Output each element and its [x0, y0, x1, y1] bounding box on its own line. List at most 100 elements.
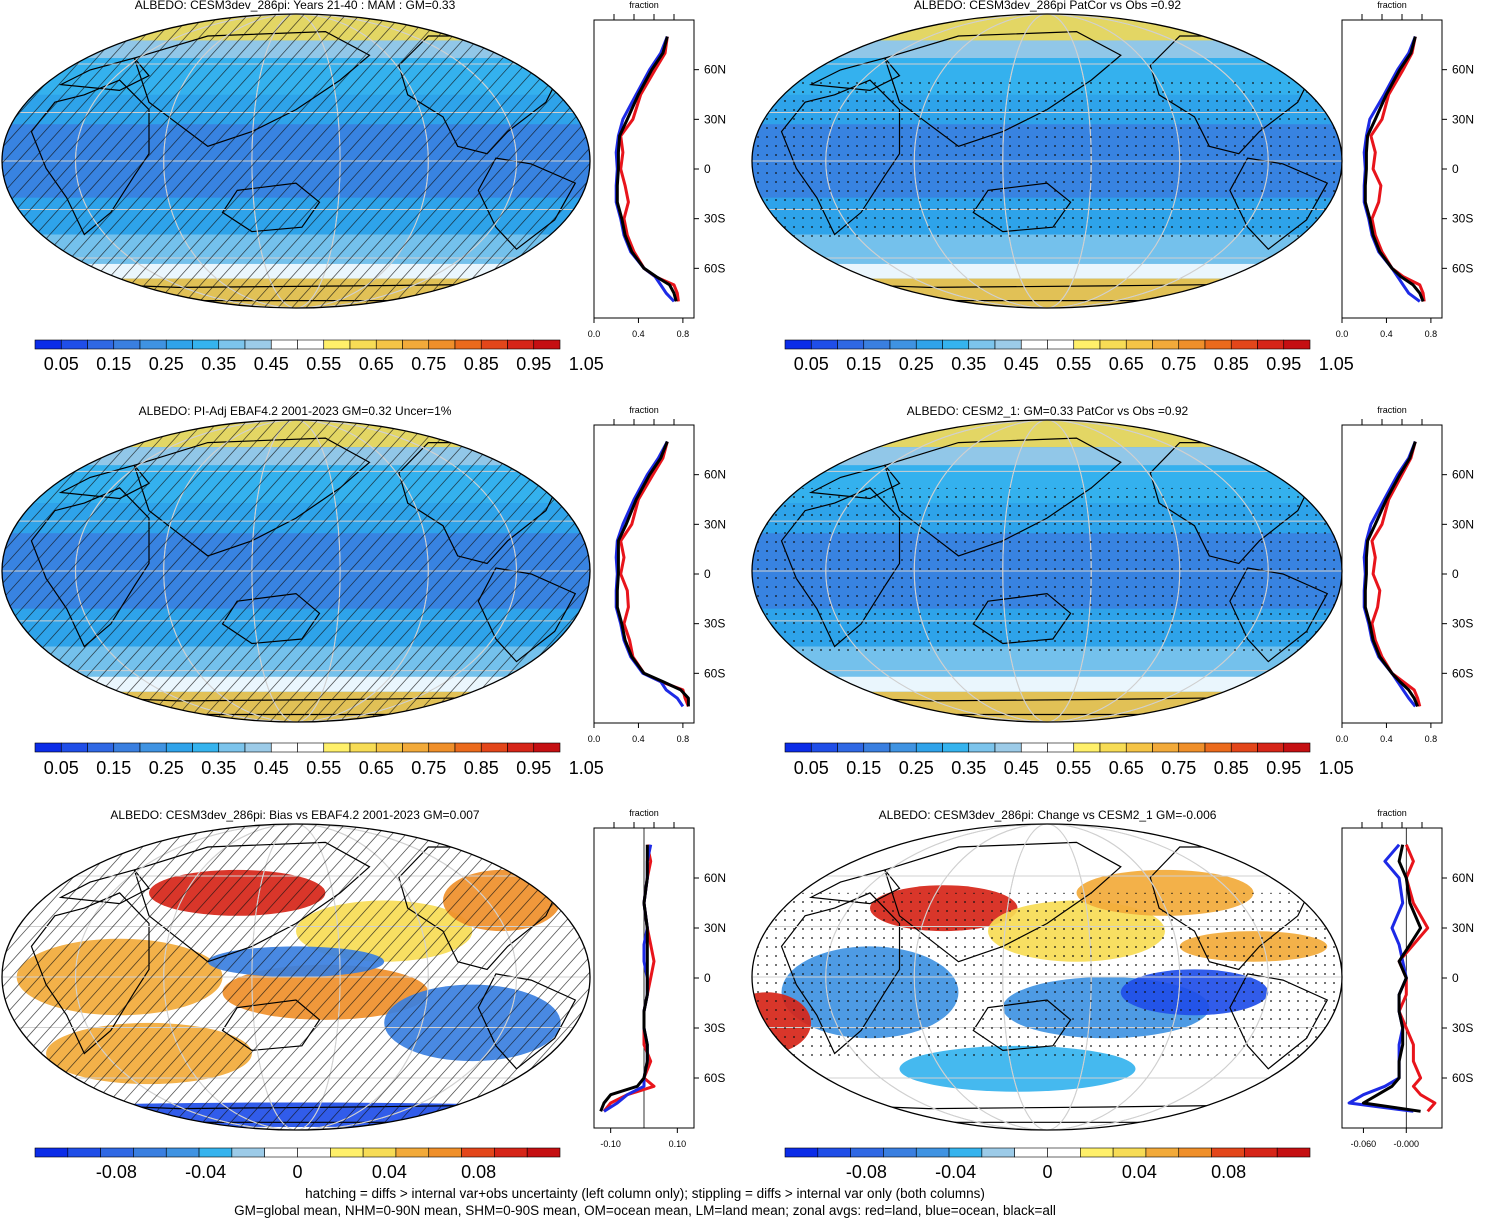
colorbar-box	[507, 339, 535, 350]
zonal-axis-title: fraction	[629, 405, 659, 415]
hatch-line	[99, 420, 376, 722]
lat-label: 60N	[1452, 63, 1474, 77]
hatch-line	[2, 420, 194, 722]
colorbar-box	[87, 339, 115, 350]
longitude-line	[163, 420, 429, 722]
hatch-line	[183, 420, 460, 722]
hatch-line	[141, 420, 418, 722]
colorbar-label: 1.05	[569, 354, 604, 374]
hatch-line	[379, 420, 590, 722]
x-tick-label: -0.10	[600, 1139, 621, 1149]
colorbar-box	[889, 742, 917, 753]
albedo-band	[2, 420, 590, 448]
x-tick-label: 0.8	[1425, 734, 1438, 744]
albedo-band	[752, 676, 1342, 692]
lat-label: 30N	[1452, 921, 1474, 935]
map-title: ALBEDO: CESM3dev_286pi: Change vs CESM2_…	[878, 808, 1217, 822]
coastline-africa	[30, 487, 150, 648]
hatch-line	[191, 14, 461, 308]
map-plot	[751, 13, 1343, 309]
albedo-band	[2, 263, 590, 279]
colorbar-box	[428, 742, 456, 753]
colorbar-box	[994, 339, 1022, 350]
lat-label: 60N	[704, 871, 726, 885]
colorbar-label: 0.85	[464, 354, 499, 374]
colorbar-box	[810, 742, 838, 753]
hatch-line	[375, 824, 590, 1130]
coastline-greenland	[554, 431, 585, 463]
colorbar-label: 0	[292, 1162, 302, 1182]
colorbar-box	[165, 339, 193, 350]
coastline-africa	[30, 892, 150, 1055]
longitude-line	[75, 420, 517, 722]
x-tick-label: 0.8	[1425, 329, 1438, 339]
zonal-line-all	[1361, 844, 1423, 1113]
colorbar-box	[915, 742, 943, 753]
colorbar-box	[480, 339, 508, 350]
colorbar-box	[1145, 1147, 1180, 1158]
colorbar-label: 0.75	[411, 758, 446, 778]
coastline-europe	[58, 57, 150, 92]
colorbar-box	[461, 1147, 495, 1158]
hatch-line	[37, 14, 307, 308]
albedo-band	[752, 691, 1342, 722]
colorbar-box	[1152, 742, 1180, 753]
hatch-line	[123, 824, 404, 1130]
lat-label: 60S	[704, 261, 725, 275]
colorbar-label: 0.85	[1214, 758, 1249, 778]
colorbar-box	[1257, 742, 1285, 753]
colorbar-box	[323, 742, 351, 753]
hatch-line	[107, 14, 377, 308]
x-tick-label: 0.0	[588, 734, 601, 744]
zonal-line-land	[619, 441, 690, 707]
lat-label: 60S	[1452, 666, 1473, 680]
hatch-line	[275, 14, 545, 308]
lat-label: 0	[1452, 971, 1459, 985]
hatch-line	[43, 420, 320, 722]
lat-label: 30N	[704, 921, 726, 935]
stipple-region	[752, 892, 1342, 1062]
coastline-asia	[133, 30, 371, 147]
hatch-line	[2, 420, 222, 722]
colorbar-box	[533, 339, 561, 350]
zonal-frame	[593, 19, 695, 319]
x-tick-label: 0.0	[588, 329, 601, 339]
hatch-line	[2, 14, 209, 308]
colorbar-box	[428, 339, 456, 350]
hatch-line	[431, 824, 590, 1130]
colorbar-box	[1112, 1147, 1147, 1158]
lat-label: 60S	[1452, 1071, 1473, 1085]
hatch-line	[2, 824, 208, 1130]
zonal-line-all	[615, 441, 690, 707]
colorbar-label: 0.85	[464, 758, 499, 778]
colorbar-label: 0.08	[461, 1162, 496, 1182]
diff-region	[2, 1102, 590, 1127]
hatch-line	[71, 420, 348, 722]
colorbar-box	[244, 339, 272, 350]
colorbar-label: 0.25	[899, 354, 934, 374]
map-plot	[1, 823, 591, 1131]
hatch-line	[239, 420, 516, 722]
colorbar-box	[981, 1147, 1015, 1158]
colorbar-box	[165, 742, 193, 753]
colorbar-box	[1276, 1147, 1311, 1158]
colorbar-box	[784, 339, 812, 350]
colorbar-label: 0.65	[1109, 758, 1144, 778]
hatch-line	[113, 420, 390, 722]
hatch-line	[2, 824, 180, 1130]
hatch-line	[165, 824, 446, 1130]
map-title: ALBEDO: CESM3dev_286pi: Years 21-40 : MA…	[134, 0, 456, 12]
hatch-line	[225, 420, 502, 722]
colorbar-box	[1283, 339, 1311, 350]
colorbar-label: 0.75	[411, 354, 446, 374]
lat-label: 30N	[704, 112, 726, 126]
albedo-band	[752, 447, 1342, 466]
hatch-line	[457, 14, 590, 308]
colorbar-box	[330, 1147, 364, 1158]
hatch-line	[2, 420, 152, 722]
zonal-mean-plot: 60N 30N 0 30S 60S fraction -0.10 0.10	[593, 808, 726, 1149]
colorbar-box	[1178, 1147, 1212, 1158]
colorbar-box	[1014, 1147, 1048, 1158]
colorbar-box	[883, 1147, 917, 1158]
map-title: ALBEDO: CESM2_1: GM=0.33 PatCor vs Obs =…	[906, 404, 1189, 418]
